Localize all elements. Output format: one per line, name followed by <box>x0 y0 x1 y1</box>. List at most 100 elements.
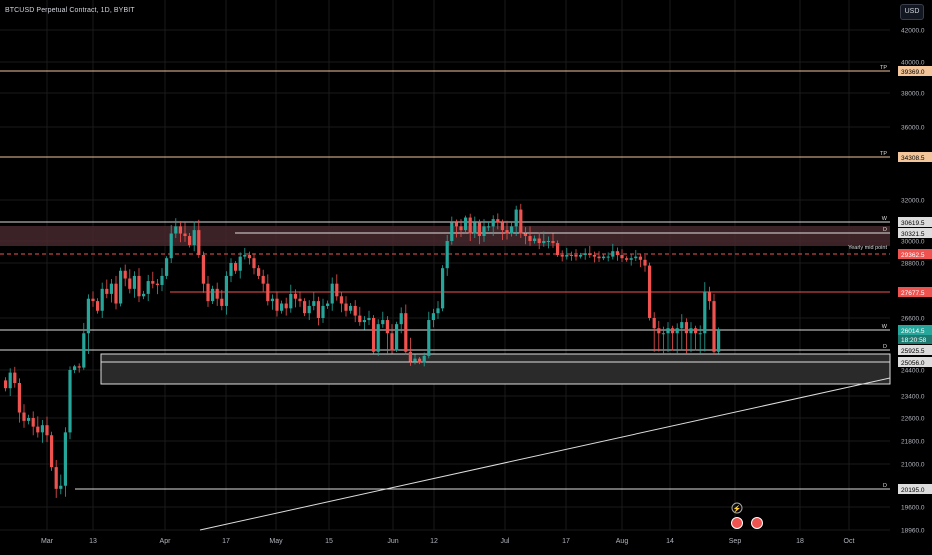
candle-body <box>68 370 72 433</box>
y-tick-label: 21000.0 <box>901 462 925 469</box>
candle-body <box>31 418 35 427</box>
candle-body <box>257 268 261 276</box>
candle-body <box>45 425 49 436</box>
price-label: 39369.0 <box>901 69 925 76</box>
candle-body <box>109 283 113 294</box>
candle-body <box>620 255 624 259</box>
x-tick-label: 15 <box>325 538 333 545</box>
candle-body <box>611 251 615 257</box>
currency-button[interactable]: USD <box>900 4 924 20</box>
candle-body <box>464 217 468 231</box>
level-tag: W <box>882 216 888 222</box>
candle-body <box>142 293 146 297</box>
candle-body <box>105 288 109 294</box>
candle-body <box>694 328 698 334</box>
candle-body <box>634 256 638 259</box>
candle-body <box>712 301 716 352</box>
candle-body <box>303 301 307 314</box>
y-tick-label: 21800.0 <box>901 439 925 446</box>
candle-body <box>657 328 661 334</box>
candle-body <box>510 226 514 234</box>
candle-body <box>270 298 274 302</box>
candle-body <box>8 372 12 389</box>
candle-body <box>514 209 518 227</box>
candle-body <box>404 313 408 352</box>
candle-body <box>353 305 357 316</box>
candle-body <box>450 222 454 241</box>
candle-body <box>146 281 150 294</box>
candle-body <box>100 288 104 311</box>
candle-body <box>574 255 578 257</box>
candle-body <box>178 226 182 234</box>
candle-body <box>606 256 610 258</box>
x-tick-label: 12 <box>430 538 438 545</box>
level-tag: D <box>883 227 887 233</box>
x-tick-label: May <box>269 538 283 545</box>
time-axis: Mar 13 Apr 17 May 15 Jun 12 Jul 17 Aug 14 Sep 18 Oct <box>41 538 855 545</box>
candle-body <box>648 265 652 318</box>
candle-body <box>132 275 136 289</box>
y-tick-label: 24400.0 <box>901 368 925 375</box>
y-tick-label: 32000.0 <box>901 198 925 205</box>
candle-body <box>671 328 675 334</box>
price-label: 25925.5 <box>901 348 925 355</box>
x-tick-label: Sep <box>729 538 742 545</box>
candle-body <box>496 219 500 223</box>
candle-body <box>638 256 642 260</box>
candle-body <box>188 236 192 246</box>
price-label: 30321.5 <box>901 231 925 238</box>
price-label-bg <box>898 66 932 76</box>
candle-body <box>4 380 8 389</box>
candle-body <box>542 241 546 244</box>
candle-body <box>445 241 449 269</box>
y-tick-label: 23400.0 <box>901 394 925 401</box>
candle-body <box>114 283 118 304</box>
candle-body <box>482 226 486 237</box>
candle-body <box>390 333 394 351</box>
candle-body <box>583 253 587 255</box>
candle-body <box>358 315 362 323</box>
supply-zone <box>0 226 890 246</box>
candle-body <box>339 296 343 304</box>
x-tick-label: 14 <box>666 538 674 545</box>
candle-body <box>96 301 100 311</box>
y-tick-label: 30000.0 <box>901 239 925 246</box>
price-label-bg <box>898 228 932 238</box>
candle-body <box>487 226 491 228</box>
candle-body <box>546 241 550 242</box>
price-label-bg <box>898 345 932 355</box>
candle-body <box>569 255 573 256</box>
candle-body <box>597 256 601 259</box>
price-label: 20195.0 <box>901 487 925 494</box>
candle-body <box>551 241 555 244</box>
candle-body <box>588 253 592 255</box>
candle-body <box>602 256 606 259</box>
x-tick-label: Mar <box>41 538 54 545</box>
x-tick-label: 13 <box>89 538 97 545</box>
countdown-label: 18:20:58 <box>901 337 927 344</box>
candle-body <box>312 301 316 306</box>
y-tick-label: 40000.0 <box>901 60 925 67</box>
price-label-bg <box>898 484 932 494</box>
candle-body <box>169 233 173 259</box>
zones <box>0 226 891 385</box>
y-tick-label: 36000.0 <box>901 125 925 132</box>
candle-body <box>652 318 656 329</box>
candle-body <box>123 270 127 279</box>
candle-body <box>73 366 77 370</box>
candle-body <box>22 412 26 421</box>
candle-body <box>579 255 583 257</box>
x-tick-label: Jun <box>387 538 398 545</box>
candle-body <box>86 298 90 334</box>
candle-body <box>468 217 472 234</box>
candle-body <box>252 258 256 269</box>
x-tick-label: 18 <box>796 538 804 545</box>
candle-body <box>91 298 95 302</box>
candle-body <box>238 256 242 271</box>
candle-body <box>519 209 523 234</box>
candle-body <box>661 333 665 335</box>
x-tick-label: Aug <box>616 538 629 545</box>
candle-body <box>376 324 380 352</box>
candle-body <box>234 263 238 271</box>
